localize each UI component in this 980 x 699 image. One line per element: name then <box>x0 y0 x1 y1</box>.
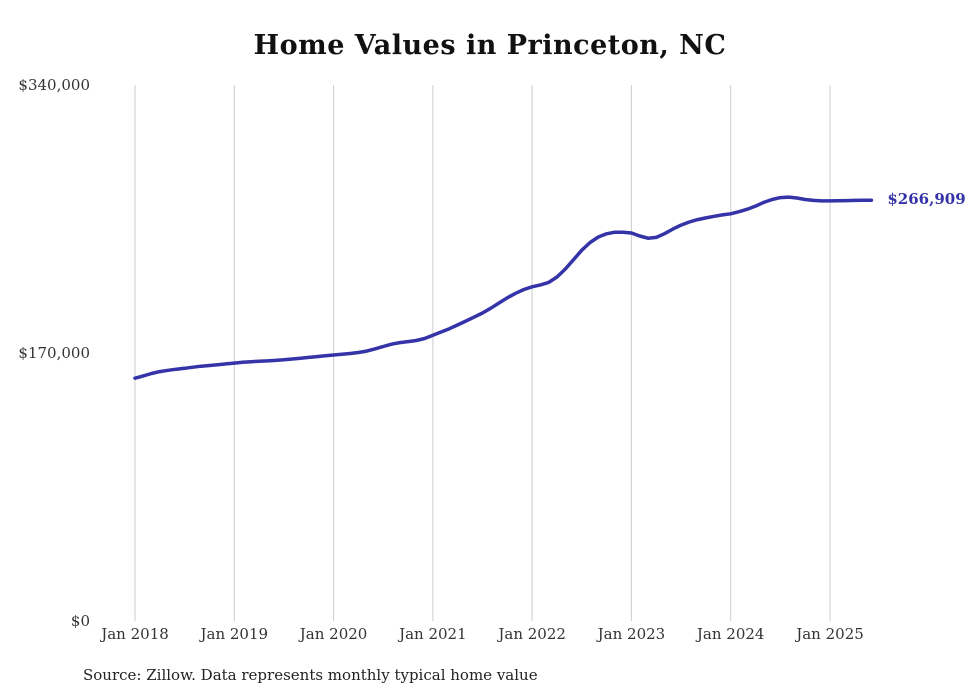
chart-title: Home Values in Princeton, NC <box>253 30 727 61</box>
x-tick-label: Jan 2021 <box>399 625 467 643</box>
x-tick-label: Jan 2018 <box>101 625 169 643</box>
y-tick-label: $340,000 <box>18 76 90 94</box>
source-note: Source: Zillow. Data represents monthly … <box>83 666 538 684</box>
home-value-line <box>133 195 874 380</box>
x-tick-label: Jan 2023 <box>597 625 666 643</box>
y-tick-label: $0 <box>70 612 90 630</box>
x-tick-label: Jan 2024 <box>696 625 765 643</box>
y-tick-label: $170,000 <box>18 344 90 362</box>
x-tick-label: Jan 2019 <box>200 625 269 643</box>
end-value-label: $266,909 <box>887 190 966 209</box>
gridlines <box>134 85 831 621</box>
x-tick-label: Jan 2020 <box>299 625 368 643</box>
x-tick-label: Jan 2025 <box>796 625 864 643</box>
x-tick-label: Jan 2022 <box>498 625 566 643</box>
